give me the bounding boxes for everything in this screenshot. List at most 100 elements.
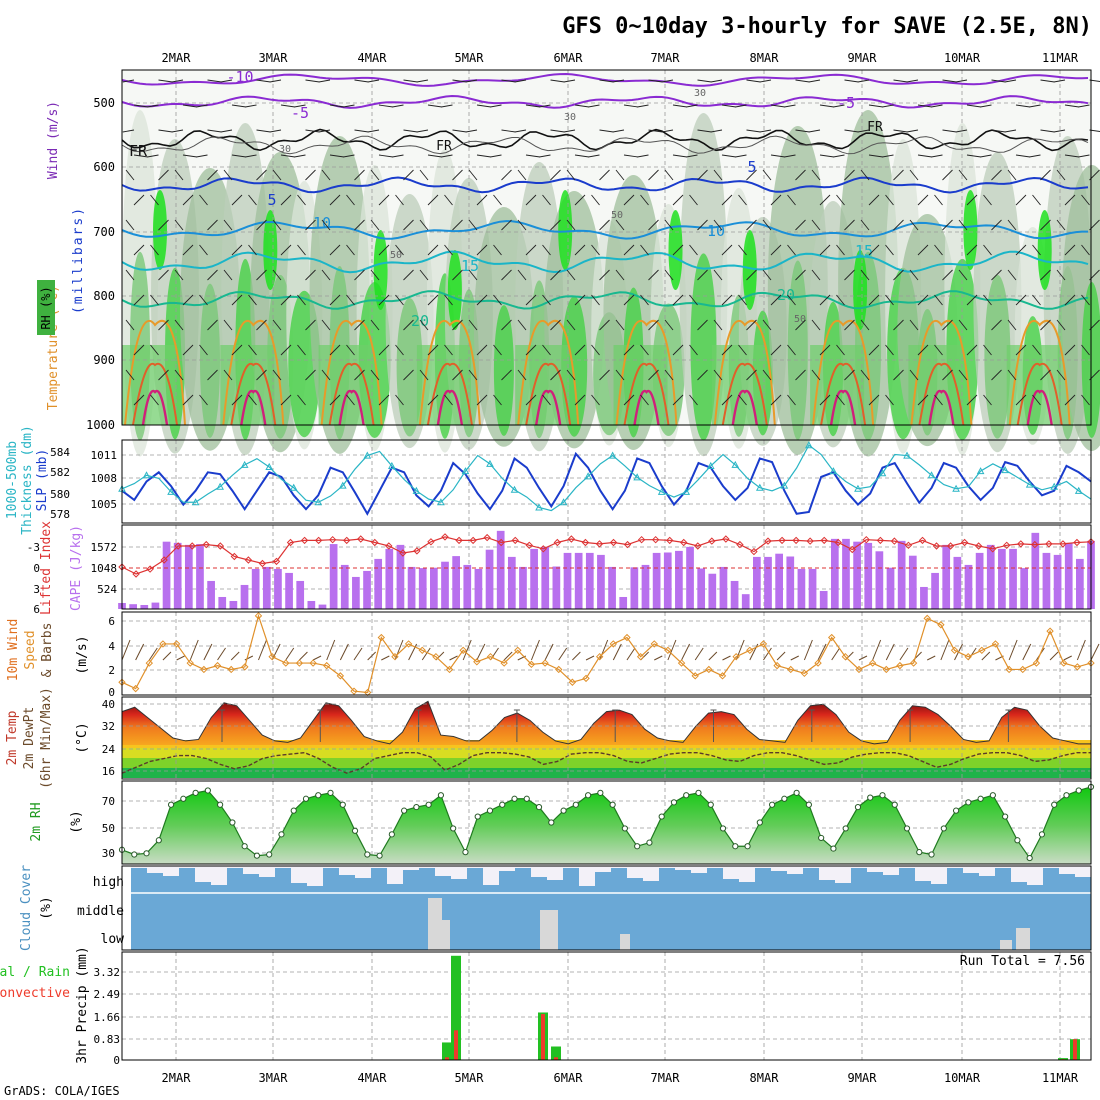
upper-wind-barb: [542, 294, 551, 306]
upper-wind-barb: [664, 319, 674, 331]
upper-wind-barb: [746, 269, 757, 281]
upper-wind-barb: [599, 219, 610, 231]
rh-marker: [658, 813, 665, 820]
rh-marker: [928, 851, 935, 858]
isotherm-30-loop: [328, 362, 375, 426]
upper-wind-barb: [958, 369, 968, 381]
rh-marker: [879, 792, 886, 799]
pressure-tick-label: 800: [93, 289, 115, 303]
surface-wind-barb: [599, 639, 609, 661]
upper-wind-barb: [525, 294, 537, 306]
surface-wind-barb: [927, 655, 936, 661]
cloud-high-gap: [579, 866, 595, 886]
temp-frame: [121, 696, 1092, 780]
rh-marker: [977, 795, 984, 802]
rh-marker: [952, 807, 960, 814]
upper-wind-barb: [550, 269, 561, 281]
upper-wind-barb: [517, 169, 527, 181]
thickness-marker: [952, 484, 960, 492]
upper-wind-barb: [476, 154, 492, 158]
wind-speed-marker: [404, 640, 413, 648]
cape-bar: [296, 580, 305, 609]
rh-saturated-shade: [1037, 210, 1052, 290]
rh-low-level-shade: [416, 345, 471, 425]
upper-wind-barb: [1081, 194, 1090, 206]
wind-speed-marker: [664, 646, 672, 655]
upper-wind-barb: [615, 269, 625, 281]
upper-air-frame: [121, 69, 1092, 426]
upper-wind-barb: [403, 369, 414, 381]
rh-saturated-shade: [153, 190, 167, 270]
rh-marker: [229, 819, 236, 826]
upper-wind-barb: [329, 294, 341, 306]
cape-bar: [318, 604, 327, 609]
upper-wind-barb: [640, 344, 649, 356]
cape-bar: [507, 556, 516, 609]
upper-wind-barb: [125, 369, 135, 381]
upper-wind-barb: [762, 369, 772, 381]
rh-marker: [425, 801, 432, 808]
rh-marker: [1014, 837, 1021, 844]
dewpoint-line: [121, 751, 1091, 774]
rh-contour-label: 50: [611, 210, 623, 221]
cloud-high-gap: [339, 866, 355, 875]
upper-wind-barb: [1056, 219, 1066, 231]
upper-wind-barb: [735, 104, 747, 108]
upper-wind-barb: [648, 169, 659, 181]
upper-wind-barb: [882, 104, 894, 108]
upper-wind-barb: [305, 219, 316, 231]
upper-wind-barb: [158, 319, 169, 331]
upper-wind-barb: [354, 129, 369, 133]
wind-speed-marker: [582, 674, 590, 683]
upper-wind-barb: [370, 269, 380, 281]
li-marker: [581, 538, 590, 547]
upper-wind-barb: [452, 169, 463, 181]
upper-wind-barb: [958, 219, 968, 231]
upper-wind-barb: [1056, 269, 1066, 281]
wind-speed-marker: [418, 646, 426, 655]
cloud-high-gap: [1059, 866, 1075, 874]
upper-wind-barb: [623, 244, 635, 256]
upper-wind-barb: [868, 294, 880, 306]
cloud-high-gap: [259, 866, 275, 877]
cape-bar: [597, 554, 605, 609]
upper-wind-barb: [171, 79, 184, 83]
upper-wind-barb: [770, 194, 782, 206]
upper-wind-barb: [1015, 194, 1027, 206]
li-marker: [862, 535, 871, 544]
upper-wind-barb: [746, 369, 757, 381]
surface-wind-barb: [803, 639, 813, 661]
upper-wind-barb: [917, 104, 933, 108]
upper-wind-barb: [566, 169, 576, 181]
wind-speed-marker: [868, 659, 877, 667]
surface-wind-barb: [735, 639, 745, 661]
top-date-label: 4MAR: [358, 51, 388, 65]
upper-wind-barb: [501, 319, 512, 331]
upper-wind-barb: [721, 294, 733, 306]
cape-bar: [1076, 558, 1084, 609]
upper-wind-barb: [942, 169, 953, 181]
upper-wind-barb: [648, 319, 659, 331]
bottom-date-label: 5MAR: [455, 1071, 485, 1085]
top-date-label: 5MAR: [455, 51, 485, 65]
upper-wind-barb: [770, 154, 786, 158]
precip-tick-label: 1.66: [94, 1011, 121, 1024]
upper-wind-barb: [1007, 219, 1017, 231]
cloud-high-gap: [371, 866, 387, 868]
top-date-label: 7MAR: [651, 51, 681, 65]
bottom-date-label: 7MAR: [651, 1071, 681, 1085]
upper-wind-barb: [231, 104, 247, 108]
upper-wind-barb: [245, 104, 257, 108]
li-marker: [637, 535, 646, 544]
wind-speed-marker: [746, 646, 754, 655]
upper-wind-barb: [697, 219, 708, 231]
upper-wind-barb: [955, 79, 968, 83]
isotherm-30-loop: [426, 362, 473, 426]
upper-wind-barb: [738, 194, 747, 206]
upper-wind-barb: [231, 294, 243, 306]
upper-wind-barb: [860, 319, 870, 331]
upper-wind-barb: [1007, 169, 1017, 181]
upper-wind-barb: [248, 194, 257, 206]
li-marker: [623, 540, 632, 549]
cloud-high-gap: [563, 866, 579, 868]
